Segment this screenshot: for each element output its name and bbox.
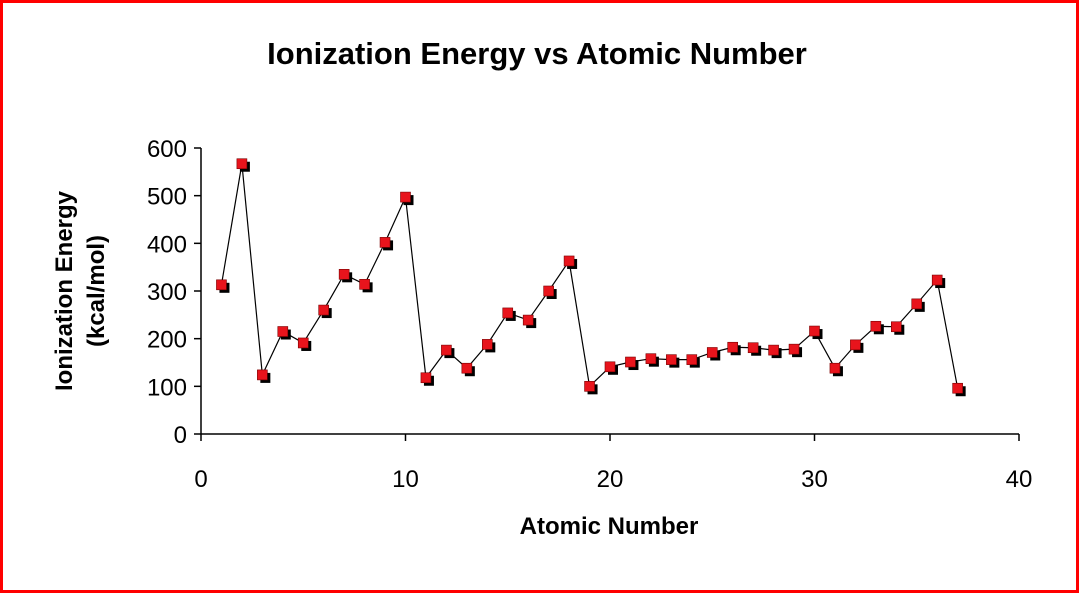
data-point-marker — [318, 304, 330, 316]
data-point — [502, 307, 516, 321]
data-point-marker — [645, 353, 657, 364]
data-point-marker — [257, 369, 268, 381]
data-point — [441, 344, 455, 359]
chart-title: Ionization Energy vs Atomic Number — [267, 36, 807, 71]
data-point-marker — [809, 325, 820, 337]
data-point — [727, 341, 741, 356]
data-point — [829, 362, 843, 377]
data-point-marker — [216, 279, 227, 291]
data-point — [543, 285, 557, 299]
data-point — [706, 347, 721, 361]
data-point — [788, 343, 803, 358]
data-point-marker — [747, 342, 759, 354]
y-axis-label: Ionization Energy (kcal/mol) — [51, 190, 110, 391]
data-point — [522, 314, 537, 329]
y-axis-label-line2: (kcal/mol) — [83, 235, 110, 347]
data-point-marker — [666, 354, 677, 365]
y-axis-label-line1: Ionization Energy — [51, 190, 78, 391]
data-point — [379, 237, 394, 251]
data-point — [645, 353, 659, 367]
data-point-marker — [706, 347, 718, 358]
data-point-marker — [359, 279, 370, 290]
data-point-marker — [461, 362, 473, 374]
x-tick-label: 40 — [1006, 466, 1033, 493]
data-point-marker — [502, 307, 514, 319]
data-point — [461, 362, 475, 377]
data-point-marker — [768, 344, 779, 356]
data-point — [747, 342, 762, 356]
data-point-marker — [604, 361, 616, 373]
data-point — [809, 325, 823, 340]
y-tick-label: 400 — [147, 231, 187, 258]
data-point-marker — [890, 321, 902, 333]
data-point-marker — [379, 237, 391, 248]
data-point-marker — [870, 320, 882, 332]
axes — [194, 147, 1020, 441]
data-point-marker — [931, 274, 943, 286]
x-tick-label: 10 — [392, 466, 419, 493]
data-point — [686, 354, 700, 368]
tick-labels: 0 100 200 300 400 500 600 0 10 20 30 40 — [147, 136, 1032, 493]
series-line — [220, 163, 959, 389]
data-point — [604, 361, 618, 375]
x-tick-label: 0 — [194, 466, 207, 493]
data-point-marker — [522, 314, 534, 326]
x-tick-label: 30 — [801, 466, 828, 493]
data-point — [400, 191, 414, 206]
data-point — [257, 369, 271, 383]
y-tick-label: 0 — [174, 422, 187, 449]
x-tick-label: 20 — [597, 466, 624, 493]
data-point — [870, 320, 884, 335]
data-point — [338, 269, 353, 283]
data-point — [850, 339, 864, 353]
data-point-marker — [277, 326, 289, 337]
data-point-marker — [297, 337, 309, 349]
data-point-marker — [850, 339, 861, 351]
data-point-marker — [952, 382, 963, 394]
x-axis-label: Atomic Number — [520, 513, 699, 540]
data-point-marker — [441, 344, 452, 356]
data-point — [625, 356, 639, 371]
data-point-marker — [788, 343, 800, 355]
y-tick-label: 500 — [147, 184, 187, 211]
series — [216, 158, 966, 397]
data-point — [931, 274, 946, 289]
data-point — [236, 158, 250, 172]
data-point-marker — [543, 285, 554, 297]
data-point-marker — [625, 356, 636, 368]
data-point-marker — [829, 362, 841, 374]
data-point — [481, 339, 496, 353]
data-point — [666, 354, 680, 368]
data-point — [768, 344, 782, 359]
data-point — [359, 279, 373, 293]
y-tick-label: 200 — [147, 327, 187, 354]
data-point-marker — [727, 341, 739, 353]
data-point — [216, 279, 230, 293]
y-tick-label: 600 — [147, 136, 187, 163]
data-point-marker — [686, 354, 698, 365]
data-point — [952, 382, 966, 397]
data-point-marker — [400, 191, 411, 203]
data-point — [318, 304, 332, 319]
data-point-marker — [420, 372, 432, 384]
y-tick-label: 300 — [147, 279, 187, 306]
data-point-marker — [338, 269, 350, 280]
data-point — [911, 298, 925, 312]
data-point — [297, 337, 312, 351]
data-point — [277, 326, 291, 340]
data-point — [420, 372, 434, 386]
data-point — [890, 321, 905, 335]
y-tick-label: 100 — [147, 374, 187, 401]
data-point-marker — [584, 381, 595, 392]
data-point-marker — [911, 298, 923, 310]
data-point-marker — [236, 158, 248, 170]
data-point-marker — [563, 255, 575, 267]
data-point-marker — [481, 339, 493, 350]
data-point — [563, 255, 578, 269]
data-point — [584, 381, 598, 395]
